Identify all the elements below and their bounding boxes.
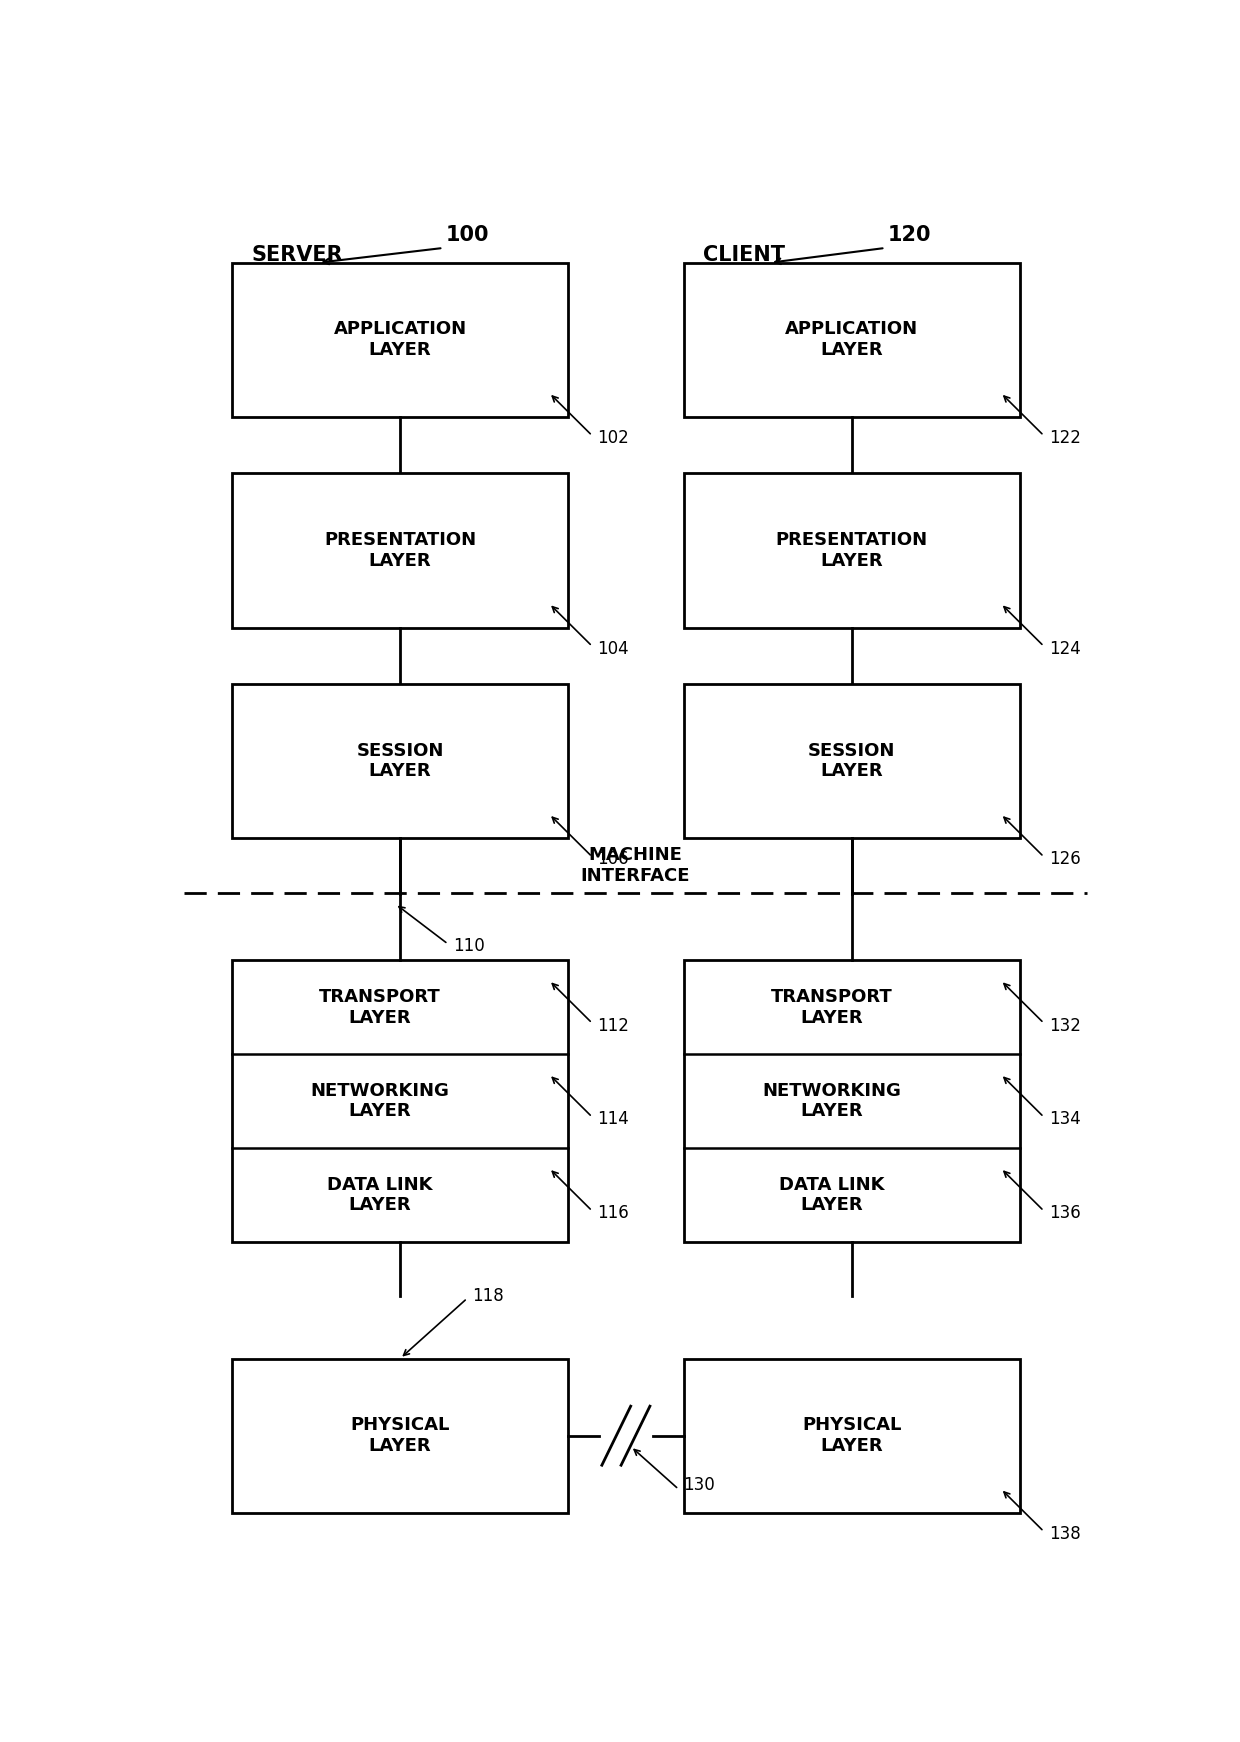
Text: SESSION
LAYER: SESSION LAYER bbox=[356, 742, 444, 780]
Text: APPLICATION
LAYER: APPLICATION LAYER bbox=[785, 321, 919, 359]
Text: NETWORKING
LAYER: NETWORKING LAYER bbox=[763, 1082, 901, 1120]
Text: 106: 106 bbox=[596, 850, 629, 868]
Text: SERVER: SERVER bbox=[250, 244, 342, 265]
Text: 120: 120 bbox=[888, 225, 931, 246]
Text: DATA LINK
LAYER: DATA LINK LAYER bbox=[327, 1176, 433, 1214]
Text: 112: 112 bbox=[596, 1017, 629, 1035]
Bar bbox=[232, 1359, 568, 1512]
Text: DATA LINK
LAYER: DATA LINK LAYER bbox=[779, 1176, 884, 1214]
Bar bbox=[232, 960, 568, 1242]
Text: 138: 138 bbox=[1049, 1524, 1080, 1543]
Text: TRANSPORT
LAYER: TRANSPORT LAYER bbox=[319, 988, 440, 1026]
Bar bbox=[683, 1359, 1021, 1512]
Text: NETWORKING
LAYER: NETWORKING LAYER bbox=[310, 1082, 449, 1120]
Text: PHYSICAL
LAYER: PHYSICAL LAYER bbox=[802, 1416, 901, 1455]
Text: MACHINE
INTERFACE: MACHINE INTERFACE bbox=[580, 847, 691, 885]
Text: PRESENTATION
LAYER: PRESENTATION LAYER bbox=[324, 531, 476, 570]
Text: PHYSICAL
LAYER: PHYSICAL LAYER bbox=[351, 1416, 450, 1455]
Text: 102: 102 bbox=[596, 429, 629, 448]
Text: 130: 130 bbox=[683, 1475, 715, 1495]
Text: 110: 110 bbox=[453, 937, 485, 955]
Text: 136: 136 bbox=[1049, 1204, 1080, 1223]
Bar bbox=[683, 960, 1021, 1242]
Bar bbox=[683, 263, 1021, 416]
Bar bbox=[232, 263, 568, 416]
Bar bbox=[232, 685, 568, 838]
Text: SESSION
LAYER: SESSION LAYER bbox=[808, 742, 895, 780]
Text: APPLICATION
LAYER: APPLICATION LAYER bbox=[334, 321, 466, 359]
Text: CLIENT: CLIENT bbox=[703, 244, 785, 265]
Text: 100: 100 bbox=[445, 225, 489, 246]
Text: 124: 124 bbox=[1049, 639, 1080, 658]
Bar bbox=[232, 474, 568, 627]
Text: 134: 134 bbox=[1049, 1110, 1080, 1129]
Bar bbox=[683, 474, 1021, 627]
Bar bbox=[683, 685, 1021, 838]
Text: 104: 104 bbox=[596, 639, 629, 658]
Text: PRESENTATION
LAYER: PRESENTATION LAYER bbox=[776, 531, 928, 570]
Text: 132: 132 bbox=[1049, 1017, 1080, 1035]
Text: 122: 122 bbox=[1049, 429, 1080, 448]
Text: 118: 118 bbox=[472, 1287, 503, 1305]
Text: 116: 116 bbox=[596, 1204, 629, 1223]
Text: TRANSPORT
LAYER: TRANSPORT LAYER bbox=[771, 988, 893, 1026]
Text: 114: 114 bbox=[596, 1110, 629, 1129]
Text: 126: 126 bbox=[1049, 850, 1080, 868]
